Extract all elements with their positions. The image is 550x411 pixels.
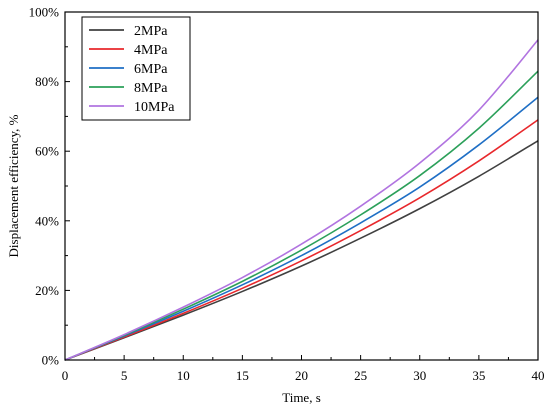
y-tick-label: 60% [35, 144, 59, 159]
series-line-4mpa [64, 119, 539, 361]
x-tick-label: 30 [413, 368, 426, 383]
series-line-2mpa [64, 140, 539, 361]
x-tick-label: 40 [532, 368, 545, 383]
x-tick-label: 20 [295, 368, 308, 383]
y-tick-label: 40% [35, 213, 59, 228]
legend-label: 2MPa [134, 24, 168, 39]
y-tick-label: 80% [35, 74, 59, 89]
x-tick-label: 25 [354, 368, 367, 383]
y-tick-label: 0% [42, 353, 60, 368]
y-tick-label: 20% [35, 283, 59, 298]
x-axis-title: Time, s [282, 390, 321, 405]
y-tick-label: 100% [29, 5, 60, 20]
x-tick-label: 0 [62, 368, 69, 383]
legend: 2MPa 4MPa 6MPa 8MPa 10MPa [81, 16, 191, 121]
series-line-10mpa [64, 39, 539, 361]
x-tick-label: 5 [121, 368, 128, 383]
series-line-6mpa [64, 96, 539, 361]
x-tick-label: 15 [236, 368, 249, 383]
legend-label: 4MPa [134, 43, 168, 58]
ticks-layer: 0 5 10 15 20 25 30 35 40 0% 20% 40% 60% 80% 100% [29, 5, 545, 384]
x-tick-label: 10 [177, 368, 190, 383]
series-layer [64, 39, 539, 361]
x-tick-label: 35 [472, 368, 485, 383]
legend-label: 10MPa [134, 100, 175, 115]
legend-label: 8MPa [134, 81, 168, 96]
series-line-8mpa [64, 70, 539, 361]
legend-label: 6MPa [134, 62, 168, 77]
y-axis-title: Displacement efficiency, % [6, 114, 21, 257]
